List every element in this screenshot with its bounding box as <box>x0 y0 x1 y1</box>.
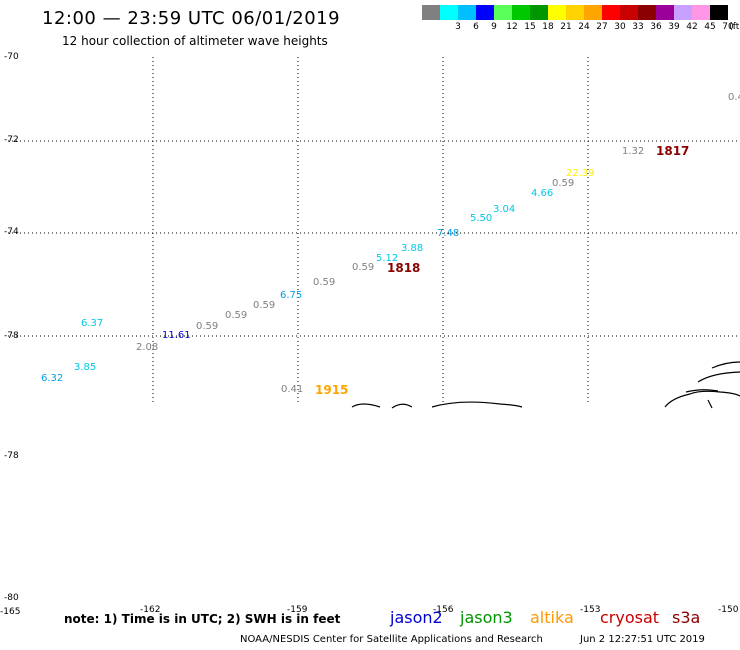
color-scale-label: 3 <box>455 22 461 32</box>
color-scale-swatch <box>638 5 656 20</box>
color-scale-swatch <box>494 5 512 20</box>
color-scale-swatch <box>566 5 584 20</box>
lon-label: -150 <box>718 605 739 615</box>
color-scale-label: 70 <box>722 22 734 32</box>
wave-height-label: 5.12 <box>376 253 399 264</box>
wave-height-label: 3.88 <box>401 243 424 254</box>
wave-height-label: 2.08 <box>136 342 159 353</box>
color-scale-swatch <box>530 5 548 20</box>
color-scale-swatch <box>512 5 530 20</box>
color-scale-swatch <box>602 5 620 20</box>
satellite-legend-s3a: s3a <box>672 608 701 627</box>
color-scale-swatch <box>440 5 458 20</box>
lon-label: -156 <box>433 605 454 615</box>
map-subtitle: 12 hour collection of altimeter wave hei… <box>62 34 328 48</box>
color-scale-swatch <box>674 5 692 20</box>
pass-time-label: 1817 <box>656 144 690 158</box>
wave-height-label: 0.4 <box>728 92 740 103</box>
wave-height-label: 0.59 <box>352 262 375 273</box>
generation-timestamp: Jun 2 12:27:51 UTC 2019 <box>580 634 705 645</box>
wave-height-label: 4.66 <box>531 188 554 199</box>
wave-height-label: 0.59 <box>225 310 248 321</box>
color-scale-label: 30 <box>614 22 626 32</box>
wave-height-label: 0.59 <box>253 300 276 311</box>
color-scale-swatch <box>422 5 440 20</box>
lat-label: -80 <box>4 593 19 603</box>
color-scale-label: 15 <box>524 22 536 32</box>
color-scale-swatch <box>458 5 476 20</box>
color-scale-swatch <box>584 5 602 20</box>
wave-height-label: 22.39 <box>566 168 595 179</box>
color-scale-label: 24 <box>578 22 590 32</box>
coastline <box>351 361 740 409</box>
lon-label: -165 <box>0 607 21 617</box>
lat-label: -74 <box>4 227 19 237</box>
color-scale-label: 27 <box>596 22 608 32</box>
footnote: note: 1) Time is in UTC; 2) SWH is in fe… <box>64 612 341 626</box>
wave-height-label: 0.41 <box>281 384 304 395</box>
satellite-legend-altika: altika <box>530 608 574 627</box>
wave-height-label: 6.37 <box>81 318 104 329</box>
lon-label: -162 <box>140 605 161 615</box>
wave-height-label: 7.48 <box>437 228 460 239</box>
color-scale-label: 6 <box>473 22 479 32</box>
color-scale-swatch <box>476 5 494 20</box>
map-title: 12:00 — 23:59 UTC 06/01/2019 <box>42 8 341 29</box>
color-scale-swatch <box>710 5 728 20</box>
lon-label: -153 <box>580 605 601 615</box>
color-scale-label: 33 <box>632 22 644 32</box>
wave-height-label: 6.32 <box>41 373 64 384</box>
wave-height-label: 11.61 <box>162 330 191 341</box>
lat-label: -78 <box>4 451 19 461</box>
satellite-legend-cryosat: cryosat <box>600 608 660 627</box>
wave-height-label: 3.04 <box>493 204 516 215</box>
color-scale-label: 36 <box>650 22 662 32</box>
credit-line: NOAA/NESDIS Center for Satellite Applica… <box>240 634 543 645</box>
color-scale-swatch <box>692 5 710 20</box>
color-scale-swatch <box>548 5 566 20</box>
color-scale-label: 39 <box>668 22 680 32</box>
wave-height-label: 0.59 <box>552 178 575 189</box>
satellite-legend-jason3: jason3 <box>460 608 513 627</box>
satellite-legend-jason2: jason2 <box>390 608 443 627</box>
color-scale-label: 21 <box>560 22 572 32</box>
wave-height-label: 6.75 <box>280 290 303 301</box>
color-scale-swatch <box>620 5 638 20</box>
wave-height-color-scale <box>422 5 728 20</box>
color-scale-label: 42 <box>686 22 698 32</box>
pass-time-label: 1915 <box>315 383 349 397</box>
wave-height-label: 0.59 <box>196 321 219 332</box>
color-scale-label: 18 <box>542 22 554 32</box>
color-scale-label: 9 <box>491 22 497 32</box>
color-scale-label: 45 <box>704 22 716 32</box>
pass-time-label: 1818 <box>387 261 421 275</box>
color-scale-label: 12 <box>506 22 518 32</box>
wave-height-label: 1.32 <box>622 146 645 157</box>
lat-label: -78 <box>4 331 19 341</box>
color-scale-unit: (ft) <box>729 22 740 32</box>
lon-label: -159 <box>287 605 308 615</box>
wave-height-label: 0.59 <box>313 277 336 288</box>
lat-label: -72 <box>4 135 19 145</box>
lat-label: -70 <box>4 52 19 62</box>
wave-height-label: 5.50 <box>470 213 493 224</box>
graticule <box>8 57 740 405</box>
color-scale-swatch <box>656 5 674 20</box>
wave-height-label: 3.85 <box>74 362 97 373</box>
